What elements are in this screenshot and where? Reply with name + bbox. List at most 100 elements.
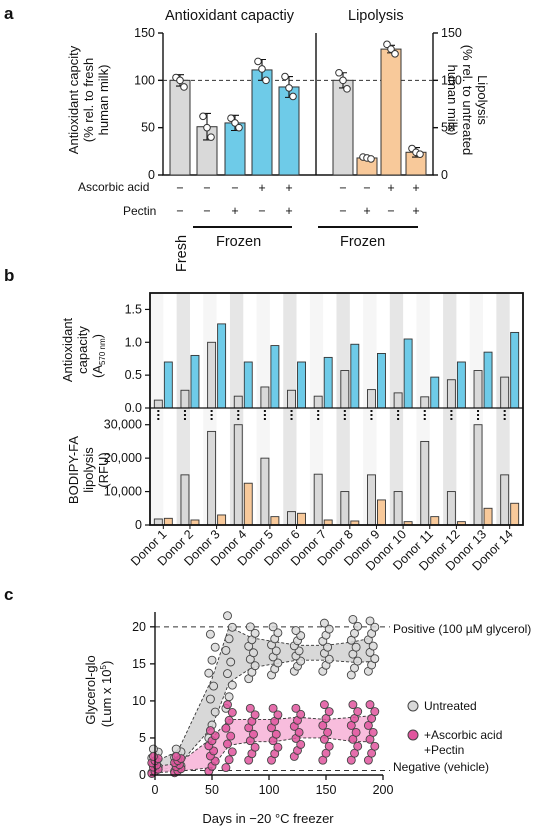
panel-a-title-right: Lipolysis xyxy=(348,8,404,24)
bar-lipolysis-orange xyxy=(270,516,280,526)
point-untreated xyxy=(227,680,237,690)
donor-shade xyxy=(176,293,190,525)
pectin-sign: + xyxy=(231,204,238,218)
point-treated xyxy=(223,739,232,749)
bar-antioxidant-gray xyxy=(500,376,510,409)
bar-lipolysis-gray xyxy=(500,474,510,526)
legend-untreated-label: Untreated xyxy=(424,699,477,713)
bar-lipolysis-orange xyxy=(243,482,253,526)
ascorbic-sign: − xyxy=(176,181,183,195)
pectin-sign: + xyxy=(285,204,292,218)
row-label-pectin: Pectin xyxy=(123,204,156,218)
point-untreated xyxy=(351,642,361,652)
pectin-sign: − xyxy=(203,204,210,218)
bar-antioxidant-gray xyxy=(287,389,296,409)
donor-shade xyxy=(389,293,404,525)
panel-c-xlabel: Days in −20 °C freezer xyxy=(202,811,334,826)
bar-antioxidant-blue xyxy=(297,361,306,409)
pa-ylab-right-text: Lipolysis(% rel. to untreatedhuman milk) xyxy=(445,45,490,156)
point-treated xyxy=(221,763,231,773)
data-point-antioxidant xyxy=(207,133,215,141)
band-lower-untreated xyxy=(154,659,372,772)
point-untreated xyxy=(273,628,283,638)
bar-antioxidant-gray xyxy=(446,379,456,409)
y-tick-label: 10 xyxy=(132,694,146,708)
pectin-sign: − xyxy=(387,204,394,218)
point-treated xyxy=(351,727,361,737)
data-point-antioxidant xyxy=(180,83,188,91)
panel-c-ylabel: Glycerol-glo(Lum x 105) xyxy=(83,655,114,727)
point-untreated xyxy=(370,654,380,664)
bar-antioxidant-gray xyxy=(260,386,270,409)
ascorbic-sign: − xyxy=(363,181,370,195)
x-tick-label: 150 xyxy=(316,783,337,797)
ascorbic-sign: − xyxy=(203,181,210,195)
frozen-label-right: Frozen xyxy=(340,234,385,250)
data-point-antioxidant xyxy=(203,123,211,132)
bar-antioxidant-gray xyxy=(420,396,430,409)
x-tick-label: 50 xyxy=(205,783,219,797)
point-untreated xyxy=(221,645,231,655)
donor-shade xyxy=(363,293,377,525)
y-tick-label-bottom: 0 xyxy=(135,518,142,532)
panel-b-ylabel-top: Antioxidantcapacity(A570 nm) xyxy=(60,317,107,382)
bar-antioxidant-gray xyxy=(340,370,350,409)
point-untreated xyxy=(370,622,380,632)
bar-lipolysis-orange xyxy=(297,512,306,526)
point-treated xyxy=(294,727,304,737)
bar-antioxidant-gray xyxy=(153,399,163,409)
data-point-antioxidant xyxy=(227,114,235,122)
point-treated xyxy=(273,742,283,752)
legend-untreated-marker xyxy=(407,700,419,712)
ascorbic-sign: + xyxy=(258,181,265,195)
bar-lipolysis-gray xyxy=(340,491,350,526)
point-untreated xyxy=(353,621,363,631)
band-untreated xyxy=(155,626,372,772)
bar-lipolysis-orange xyxy=(377,499,386,526)
point-treated xyxy=(171,752,181,761)
negative-ref-label: Negative (vehicle) xyxy=(393,760,489,774)
point-treated xyxy=(271,729,281,739)
panel-a-title-left: Antioxidant capactiy xyxy=(165,8,295,24)
y-tick-label-bottom: 10,000 xyxy=(104,485,142,499)
donor-shade xyxy=(496,293,510,525)
bar-antioxidant-gray xyxy=(233,395,243,409)
y-tick-label-right: 0 xyxy=(441,168,448,182)
point-untreated xyxy=(268,622,278,632)
bar-lipolysis-orange xyxy=(483,507,493,526)
bar-lipolysis-gray xyxy=(180,474,190,526)
bar-antioxidant-blue xyxy=(403,338,413,409)
donor-shade xyxy=(283,293,297,525)
point-treated xyxy=(368,727,378,737)
point-untreated xyxy=(353,656,363,666)
y-tick-label-right: 50 xyxy=(441,121,455,135)
y-tick-label: 0 xyxy=(139,768,146,782)
point-untreated xyxy=(273,658,283,668)
data-point-antioxidant xyxy=(199,112,207,121)
data-point-lipolysis xyxy=(367,155,375,163)
point-untreated xyxy=(210,707,220,717)
y-tick-label: 5 xyxy=(139,731,146,745)
point-untreated xyxy=(324,624,334,634)
point-untreated xyxy=(207,655,217,665)
bar-antioxidant-blue xyxy=(163,361,173,409)
ascorbic-sign: + xyxy=(412,181,419,195)
point-untreated xyxy=(226,657,236,667)
data-point-lipolysis xyxy=(416,150,424,158)
data-point-lipolysis xyxy=(335,68,343,77)
bar-antioxidant-gray xyxy=(207,341,217,409)
point-treated xyxy=(250,710,260,720)
bar-lipolysis-gray xyxy=(233,424,243,526)
data-point-antioxidant xyxy=(262,76,270,85)
panel-b-label: b xyxy=(4,266,14,285)
point-treated xyxy=(249,729,258,739)
bar-lipolysis-gray xyxy=(367,474,376,526)
panel-b-frame xyxy=(149,292,524,526)
bar-lipolysis-orange xyxy=(217,514,227,526)
band-upper-treated xyxy=(154,715,372,767)
bar-antioxidant xyxy=(169,79,191,176)
panel-a-label: a xyxy=(4,4,14,23)
ascorbic-sign: + xyxy=(387,181,394,195)
